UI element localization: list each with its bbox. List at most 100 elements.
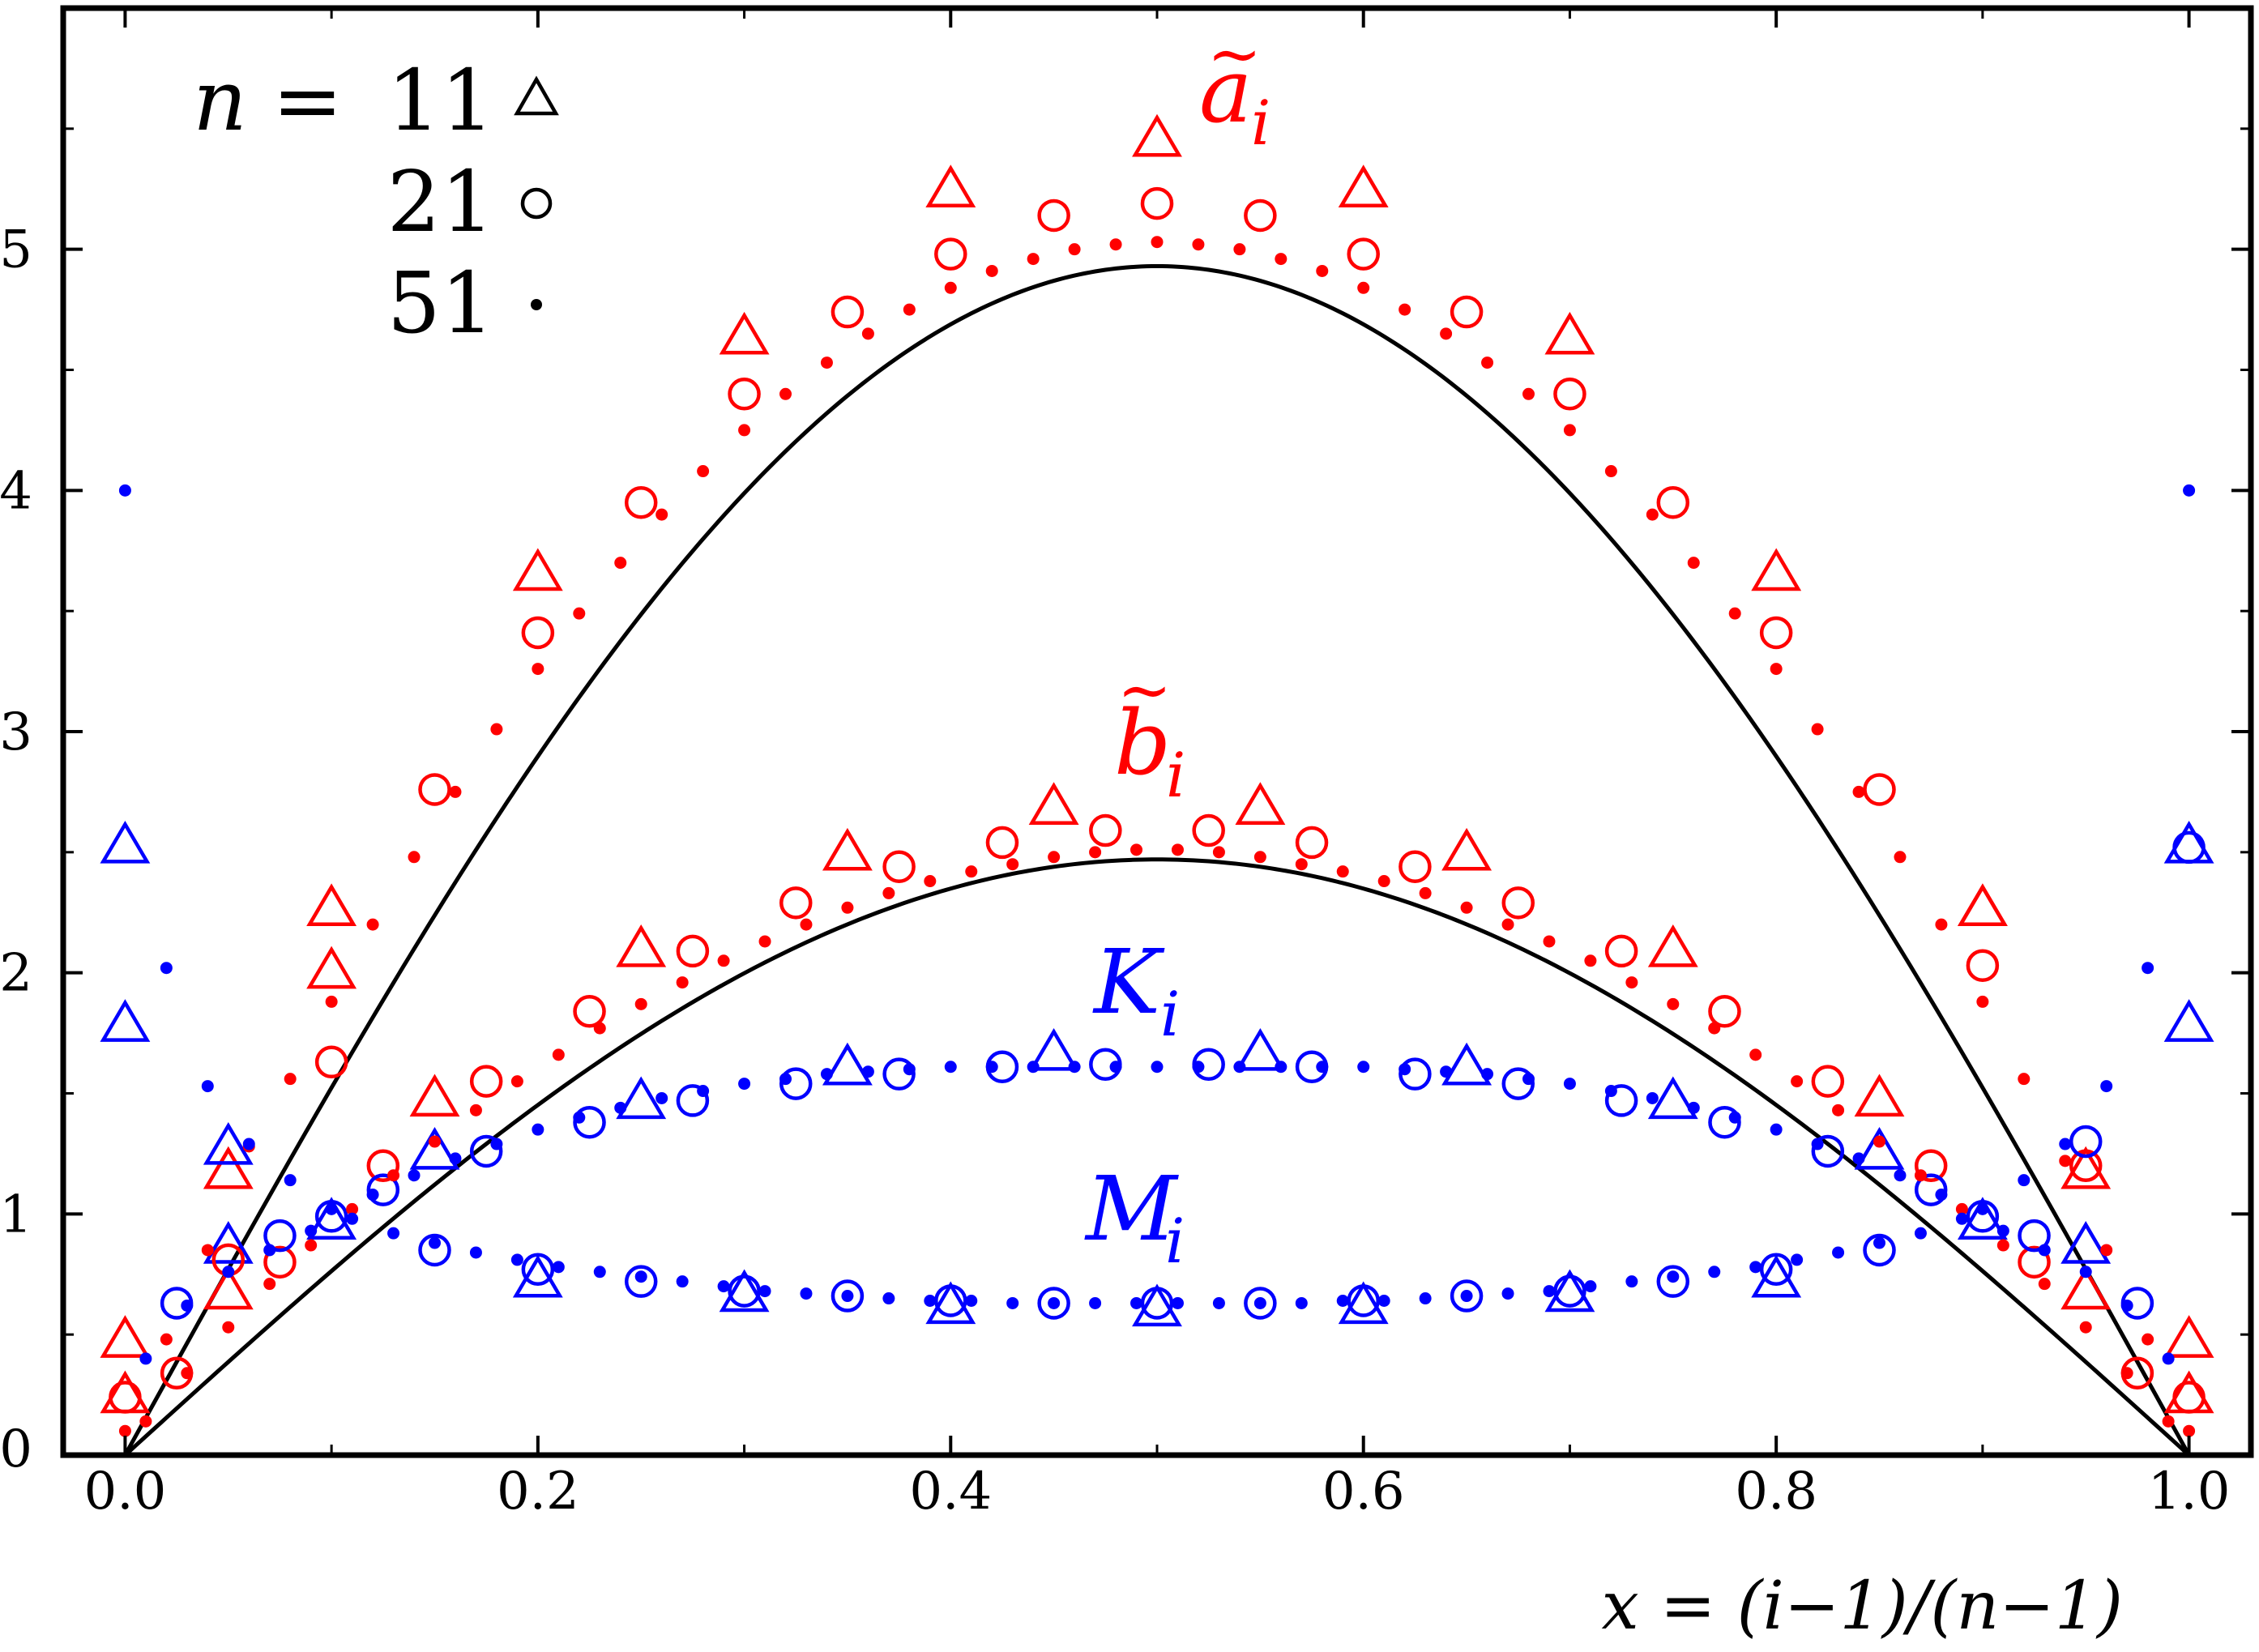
marker-M-n51	[1996, 1224, 2009, 1237]
marker-M-n21	[831, 1279, 865, 1313]
series-label-b: bi ~	[1114, 652, 1185, 811]
marker-K-n11	[1235, 1027, 1286, 1071]
marker-a-n51	[1275, 253, 1288, 266]
marker-K-n51	[2100, 1080, 2113, 1093]
marker-M-n51	[2079, 1266, 2092, 1278]
marker-a-n51	[1687, 557, 1700, 570]
marker-M-n51	[924, 1294, 937, 1307]
marker-M-n21	[314, 1200, 348, 1233]
marker-b-n51	[2162, 1415, 2175, 1428]
marker-a-n21	[1347, 237, 1380, 271]
marker-M-n51	[1419, 1292, 1432, 1305]
marker-K-n51	[1646, 1091, 1659, 1104]
marker-b2-n11	[1957, 883, 2008, 927]
marker-M-n51	[1171, 1296, 1184, 1309]
marker-K-n51	[160, 962, 173, 975]
marker-b-n11	[2060, 1266, 2112, 1310]
marker-a-n11	[100, 1315, 151, 1358]
marker-a-n21	[1759, 616, 1793, 650]
y-tick-label: 0	[0, 1419, 32, 1479]
marker-K-n51	[655, 1091, 668, 1104]
marker-a-n11	[2163, 1315, 2214, 1358]
marker-b-n21	[1192, 813, 1225, 847]
marker-M-n51	[1336, 1294, 1349, 1307]
marker-b-n51	[222, 1321, 235, 1334]
marker-a-n51	[1811, 723, 1824, 736]
marker-b-n21	[366, 1149, 400, 1183]
marker-a-n51	[2059, 1155, 2072, 1167]
marker-M-n51	[882, 1292, 895, 1305]
marker-a-n51	[779, 387, 792, 400]
marker-a-n11	[1751, 548, 1802, 591]
marker-a-n51	[118, 1424, 131, 1437]
series-label-accent: ~	[1207, 16, 1262, 92]
marker-a-n51	[573, 607, 586, 620]
marker-K-n51	[1151, 1061, 1164, 1074]
marker-K-n11	[2163, 999, 2214, 1042]
y-tick-label: 2	[0, 944, 32, 1004]
marker-b-n51	[1048, 851, 1061, 864]
marker-K-n51	[2183, 484, 2196, 497]
marker-K-n51	[1894, 1169, 1907, 1182]
marker-a-n21	[624, 485, 658, 519]
marker-K-n51	[1233, 1061, 1246, 1074]
marker-M-n51	[263, 1244, 276, 1257]
marker-M-n11	[1338, 1281, 1389, 1325]
marker-b-n11	[1235, 782, 1286, 825]
marker-K-n51	[1109, 1061, 1122, 1074]
marker-M-n51	[1377, 1294, 1390, 1307]
marker-K-n51	[944, 1061, 957, 1074]
y-tick-label: 3	[0, 702, 32, 762]
marker-a-n21	[934, 237, 967, 271]
marker-M-n51	[222, 1266, 235, 1278]
marker-b-n51	[1667, 997, 1680, 1010]
marker-M-n21	[1759, 1253, 1793, 1287]
marker-b-n51	[2120, 1367, 2133, 1380]
marker-a-n51	[366, 918, 379, 931]
marker-b-n21	[2018, 1245, 2051, 1279]
marker-K-n11	[616, 1076, 667, 1120]
marker-K-n51	[738, 1078, 751, 1091]
legend-entry-value: 51	[387, 254, 494, 352]
marker-a-n51	[614, 557, 627, 570]
x-tick-label: 1.0	[2148, 1462, 2231, 1522]
marker-K-n21	[573, 1105, 606, 1139]
axes: 0 1 2 3 4 5 0.0 0.2 0.4 0.6 0.8 1.0	[0, 5, 2254, 1522]
marker-K-n51	[242, 1138, 255, 1150]
marker-M-n51	[1295, 1296, 1308, 1309]
marker-a-n51	[408, 851, 421, 864]
series-label-accent: ~	[1117, 652, 1172, 728]
marker-a-n51	[985, 264, 998, 277]
marker-a-n11	[1957, 883, 2008, 927]
legend-title: n	[193, 51, 247, 150]
marker-b-n51	[1130, 843, 1143, 856]
marker-a-n51	[449, 785, 462, 798]
marker-b-n51	[1543, 935, 1556, 948]
marker-K-n51	[1316, 1061, 1329, 1074]
marker-b-n21	[1399, 850, 1432, 883]
marker-b-n11	[203, 1266, 254, 1310]
marker-K-n51	[449, 1152, 462, 1165]
marker-a-n51	[1604, 465, 1617, 478]
marker-M-n11	[306, 1197, 357, 1240]
marker-b-n21	[263, 1245, 297, 1279]
marker-K-n51	[1357, 1061, 1370, 1074]
marker-M-n51	[2038, 1244, 2051, 1257]
marker-a-n51	[1109, 238, 1122, 251]
marker-b-n51	[1996, 1239, 2009, 1252]
marker-a-n51	[325, 995, 338, 1008]
marker-K-n51	[201, 1080, 214, 1093]
marker-M-n21	[418, 1233, 451, 1267]
marker-b-n21	[882, 850, 916, 883]
series-label-text: K	[1092, 930, 1165, 1034]
marker-b-n21	[1089, 813, 1122, 847]
marker-K-n21	[1604, 1084, 1638, 1117]
marker-K-n11	[2060, 1221, 2112, 1264]
marker-a-n51	[1440, 327, 1453, 340]
marker-b-n51	[1708, 1022, 1721, 1035]
marker-K-n11	[409, 1126, 460, 1170]
marker-M-n21	[624, 1265, 658, 1298]
